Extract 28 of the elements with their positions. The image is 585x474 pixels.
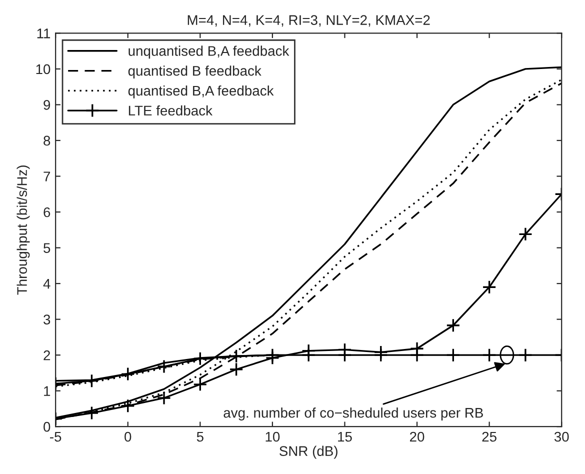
annotation: avg. number of co−sheduled users per RB (224, 408, 483, 420)
x-tick-label: 20 (410, 432, 424, 442)
x-tick-label: 25 (482, 432, 496, 442)
chart-title: M=4, N=4, K=4, RI=3, NLY=2, KMAX=2 (188, 15, 430, 27)
y-tick-label: 7 (44, 172, 50, 182)
y-tick-label: 6 (44, 207, 50, 218)
legend-label: quantised B feedback (128, 66, 262, 79)
y-tick-label: 3 (44, 314, 50, 324)
y-tick-label: 11 (37, 28, 50, 38)
y-axis-title: Throughput (bit/s/Hz) (16, 166, 30, 295)
legend-label: LTE feedback (128, 105, 212, 116)
x-tick-label: 10 (266, 432, 280, 442)
y-tick-label: 5 (44, 243, 50, 253)
x-tick-label: 30 (554, 432, 569, 442)
x-tick-label: 5 (196, 432, 204, 442)
legend-label: quantised B,A feedback (128, 85, 274, 98)
y-tick-label: 9 (44, 100, 50, 110)
y-tick-label: 1 (44, 386, 50, 396)
x-tick-label: -5 (50, 432, 62, 442)
y-tick-label: 2 (44, 350, 50, 360)
y-tick-label: 8 (44, 136, 50, 146)
y-tick-label: 4 (43, 279, 50, 289)
x-axis-title: SNR (dB) (280, 446, 338, 459)
x-tick-label: 15 (338, 432, 352, 442)
y-tick-label: 0 (44, 422, 50, 432)
x-tick-label: 0 (124, 432, 132, 442)
legend-label: unquantised B,A feedback (128, 46, 290, 59)
y-tick-label: 10 (36, 64, 50, 74)
